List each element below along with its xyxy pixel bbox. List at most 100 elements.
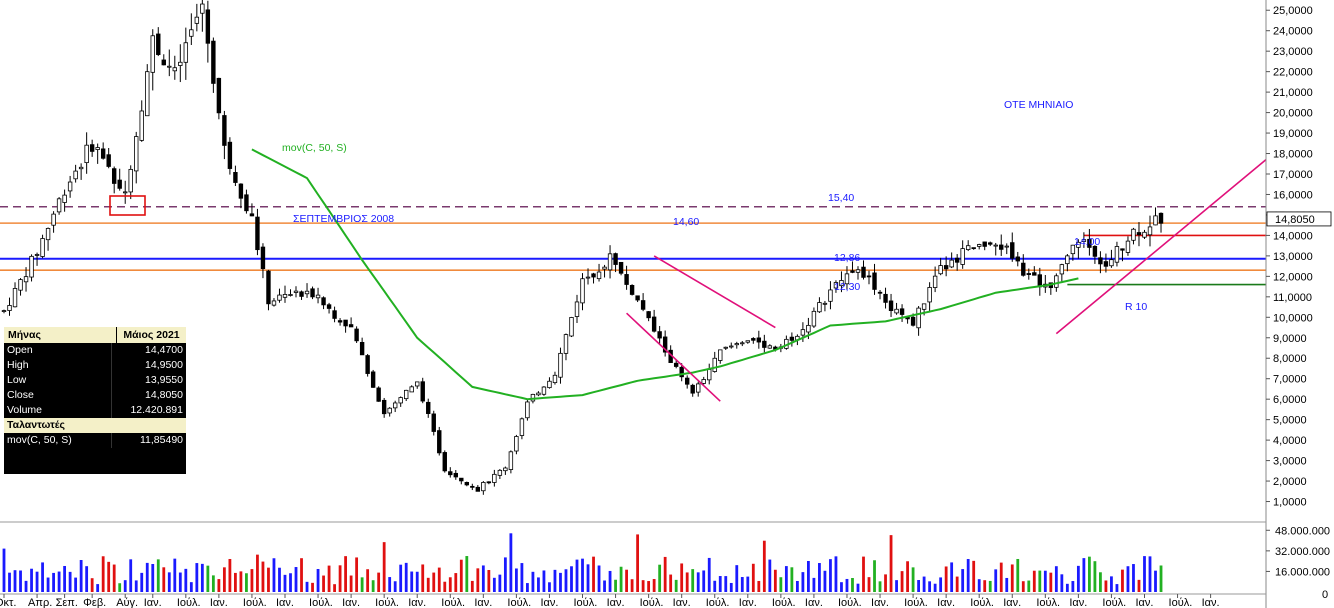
volume-bar — [1093, 561, 1097, 592]
row-key: Open — [4, 343, 112, 358]
volume-bar — [917, 580, 920, 592]
volume-bar — [900, 571, 904, 592]
candle-body — [954, 257, 960, 263]
volume-bar — [724, 576, 728, 592]
candle-body — [536, 392, 541, 396]
candle-body — [150, 35, 155, 73]
channel-lower-line — [626, 312, 721, 402]
candle-body — [172, 67, 177, 72]
volume-bar — [939, 577, 943, 592]
volume-bar — [35, 571, 39, 592]
panel-row-close: Close 14,8050 — [4, 388, 186, 403]
volume-bar — [30, 568, 33, 592]
volume-bar — [746, 576, 750, 592]
candle-body — [899, 308, 905, 315]
volume-bar — [184, 568, 188, 592]
volume-bar — [145, 562, 149, 592]
y-tick-label: 22,0000 — [1273, 67, 1313, 79]
volume-bar — [807, 560, 810, 592]
volume-bar — [432, 572, 436, 592]
row-value: 13,9550 — [145, 374, 183, 386]
y-tick-label: 5,0000 — [1273, 415, 1307, 427]
y-tick-label: 12,0000 — [1273, 271, 1313, 283]
row-key: High — [4, 358, 112, 373]
volume-bar — [366, 569, 370, 592]
volume-bar — [685, 572, 689, 592]
volume-bar — [448, 577, 452, 592]
uptrend-line — [1055, 159, 1267, 335]
x-tick-label: Ιούλ. — [177, 597, 201, 608]
candle-body — [569, 317, 574, 337]
candle-body — [965, 245, 971, 250]
volume-zero-label: 0 — [1322, 589, 1328, 601]
x-tick-label: Ιούλ. — [706, 597, 730, 608]
volume-bar — [889, 535, 893, 592]
volume-bar — [311, 582, 314, 592]
y-tick-label: 13,0000 — [1273, 251, 1313, 263]
candle-body — [7, 305, 12, 311]
volume-bar — [8, 572, 11, 592]
x-tick-label: Ιαν. — [937, 597, 955, 608]
candle-body — [1076, 241, 1081, 248]
volume-bar — [933, 583, 937, 592]
candle-body — [365, 355, 370, 374]
candle-body — [591, 273, 596, 278]
data-window-panel: Μήνας Μάιος 2021 Open 14,4700 High 14,9500… — [3, 326, 187, 475]
volume-bar — [630, 579, 634, 592]
candle-body — [249, 213, 255, 217]
volume-bar — [272, 558, 276, 592]
panel-row-indicator: mov(C, 50, S) 11,85490 — [4, 433, 186, 448]
volume-bar — [151, 564, 155, 592]
volume-bar — [19, 570, 22, 592]
volume-bar — [647, 581, 651, 592]
volume-bar — [950, 562, 954, 592]
candle-body — [95, 147, 100, 150]
candle-body — [662, 336, 668, 353]
volume-bar — [228, 558, 232, 592]
volume-tick-label: 32.000.000 — [1275, 546, 1330, 558]
y-tick-label: 16,0000 — [1273, 189, 1313, 201]
volume-bar — [1016, 558, 1020, 592]
volume-bar — [784, 566, 788, 592]
candle-body — [558, 352, 563, 378]
volume-bar — [1159, 565, 1163, 592]
volume-bar — [421, 564, 425, 592]
candle-body — [409, 386, 414, 393]
volume-bar — [652, 579, 656, 592]
candle-body — [1, 310, 7, 312]
candle-body — [1065, 255, 1070, 265]
volume-bar — [614, 579, 617, 592]
volume-bar — [691, 569, 695, 592]
x-tick-label: Ιαν. — [805, 597, 823, 608]
volume-bar — [101, 556, 105, 592]
volume-bar — [134, 580, 138, 592]
candle-body — [288, 294, 293, 296]
volume-bar — [245, 573, 248, 592]
volume-series — [2, 533, 1163, 592]
volume-bar — [90, 578, 94, 592]
volume-bar — [1049, 572, 1053, 592]
volume-bar — [581, 558, 584, 592]
trendlines — [626, 159, 1267, 402]
candle-body — [811, 310, 817, 327]
candle-body — [1087, 238, 1092, 248]
panel-row-volume: Volume 12.420.891 — [4, 403, 186, 418]
volume-bar — [520, 563, 524, 592]
candle-body — [194, 16, 200, 24]
volume-bar — [829, 559, 832, 592]
volume-bar — [322, 575, 325, 592]
candle-body — [34, 254, 40, 256]
volume-bar — [1126, 566, 1130, 592]
candle-body — [877, 291, 883, 294]
volume-bar — [619, 566, 623, 592]
volume-bar — [1137, 579, 1141, 592]
x-tick-label: Ιαν. — [1003, 597, 1021, 608]
volume-bar — [316, 569, 320, 592]
volume-bar — [360, 577, 364, 592]
volume-tick-label: 48.000.000 — [1275, 525, 1330, 537]
volume-bar — [999, 562, 1003, 592]
volume-bar — [955, 576, 959, 592]
candle-body — [348, 324, 354, 328]
volume-bar — [79, 560, 83, 592]
candle-body — [437, 430, 442, 454]
